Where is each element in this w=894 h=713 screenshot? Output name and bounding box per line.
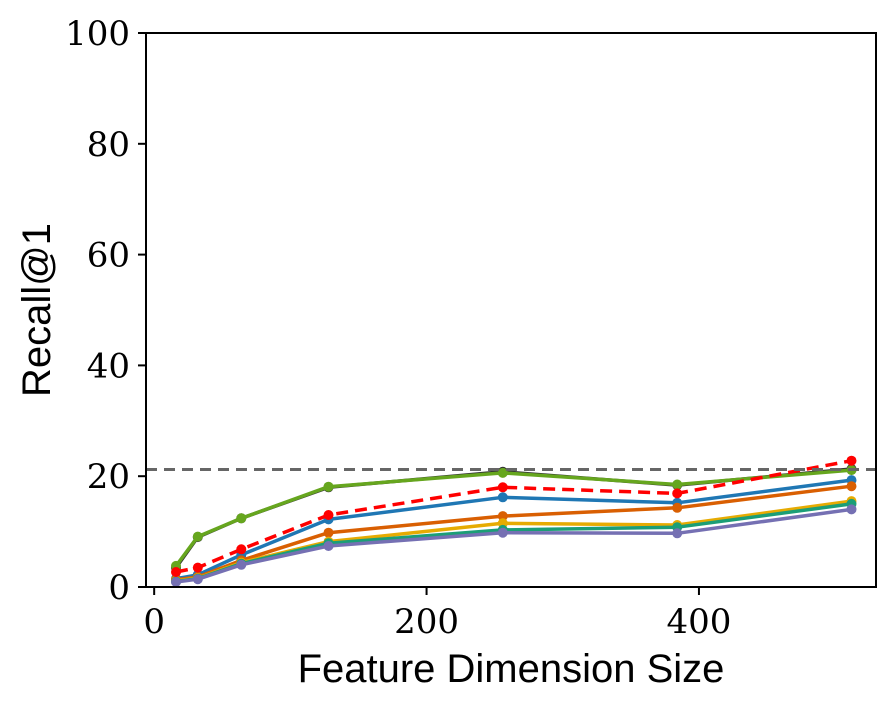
series-8 (171, 455, 857, 577)
data-point (672, 528, 683, 539)
y-axis-ticks: 0 20 40 60 80 100 (65, 14, 146, 608)
data-point (236, 513, 247, 524)
data-point (497, 492, 508, 503)
series-5 (171, 504, 857, 587)
y-tick-label: 60 (87, 236, 130, 276)
x-axis-label: Feature Dimension Size (298, 647, 725, 691)
data-point (192, 562, 203, 573)
data-point (171, 567, 181, 577)
plot-frame (145, 32, 877, 588)
data-point (497, 467, 508, 478)
y-tick-label: 40 (87, 346, 130, 386)
data-point (672, 488, 683, 499)
data-point (846, 455, 857, 466)
y-axis-label: Recall@1 (15, 223, 59, 397)
data-point (192, 574, 203, 585)
data-point (323, 527, 334, 538)
data-point (672, 502, 683, 513)
series-layer (171, 455, 857, 587)
y-tick-label: 0 (108, 568, 130, 608)
x-axis-ticks: 0 200 400 (143, 587, 731, 642)
data-point (497, 511, 508, 522)
y-tick-label: 100 (65, 14, 130, 54)
data-point (192, 531, 203, 542)
y-tick-label: 80 (87, 125, 130, 165)
data-point (497, 482, 508, 493)
data-point (171, 577, 181, 587)
data-point (846, 504, 857, 515)
x-tick-label: 0 (143, 602, 165, 642)
data-point (323, 510, 334, 520)
data-point (323, 481, 334, 492)
data-point (672, 479, 683, 490)
x-tick-label: 400 (666, 602, 731, 642)
data-point (236, 559, 247, 570)
x-tick-label: 200 (394, 602, 459, 642)
data-point (497, 527, 508, 538)
data-point (323, 541, 334, 551)
y-tick-label: 20 (87, 457, 130, 497)
series-line (175, 507, 852, 584)
series-7 (171, 465, 857, 571)
data-point (846, 481, 857, 492)
data-point (236, 544, 247, 555)
